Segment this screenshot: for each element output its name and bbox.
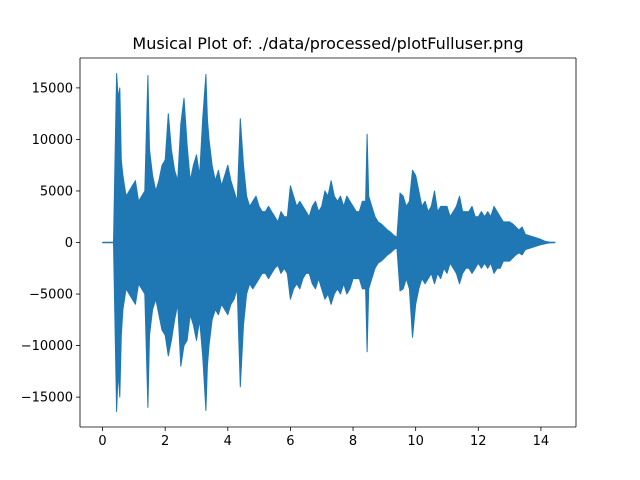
x-tick-label: 6 [286,434,294,449]
x-tick-label: 14 [533,434,550,449]
y-tick-label: −10000 [21,339,73,354]
y-tick-label: 5000 [40,184,73,199]
x-axis: 0 2 4 6 8 10 12 14 [98,427,549,449]
y-axis: −15000 −10000 −5000 0 5000 10000 15000 [21,81,80,406]
x-tick-label: 12 [470,434,487,449]
plot-area [102,73,556,412]
x-tick-label: 4 [224,434,232,449]
y-tick-label: 0 [65,236,73,251]
x-tick-label: 10 [407,434,424,449]
y-tick-label: −15000 [21,391,73,406]
x-tick-label: 8 [349,434,357,449]
chart-title: Musical Plot of: ./data/processed/plotFu… [132,34,523,53]
y-tick-label: 15000 [32,81,73,96]
x-tick-label: 0 [98,434,106,449]
x-tick-label: 2 [161,434,169,449]
y-tick-label: 10000 [32,133,73,148]
y-tick-label: −5000 [29,288,73,303]
